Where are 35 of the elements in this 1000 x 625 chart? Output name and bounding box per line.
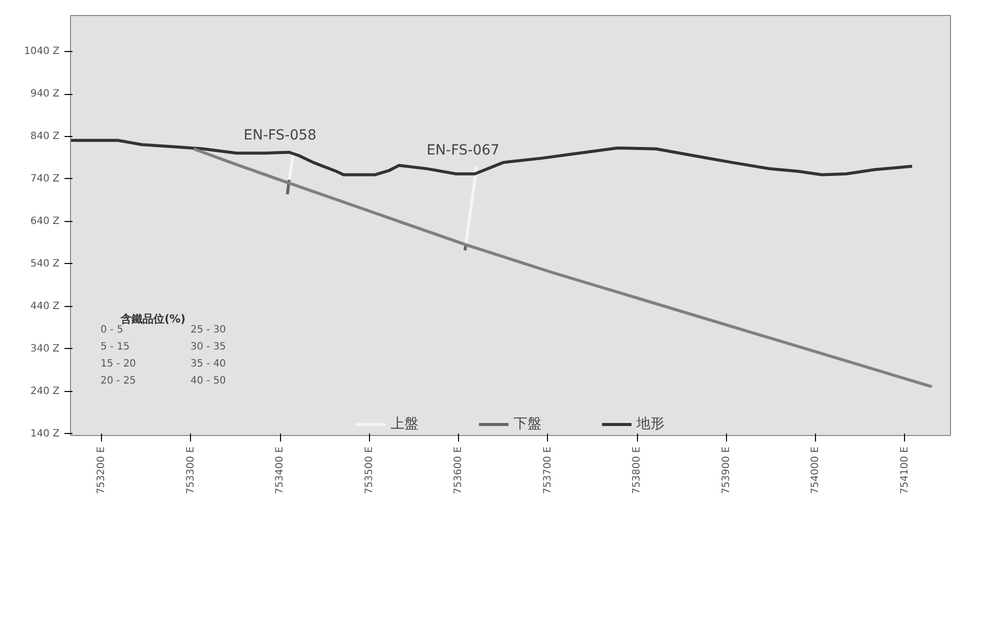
annotation: 40 - 50 (190, 376, 226, 386)
x-tick-label: 753200 E (96, 446, 108, 494)
x-tick-label: 753500 E (364, 446, 375, 494)
annotation: 15 - 20 (100, 358, 136, 370)
x-tick-label: 753400 E (274, 446, 286, 494)
x-tick-label: 753600 E (453, 446, 464, 494)
annotation: 20 - 25 (100, 376, 136, 386)
annotation: EN-FS-067 (426, 142, 500, 158)
x-tick-label: 753900 E (720, 446, 732, 494)
y-tick-label: 940 Z (30, 88, 60, 100)
y-tick-label: 340 Z (30, 343, 60, 354)
x-tick-label: 754100 E (899, 446, 910, 494)
x-tick-label: 754000 E (810, 446, 822, 494)
x-tick-label: 753300 E (185, 446, 196, 494)
y-tick-label: 1040 Z (24, 46, 60, 58)
legend-label: 下盤 (514, 415, 542, 433)
x-tick-label: 753800 E (632, 446, 643, 494)
annotation: 5 - 15 (100, 342, 130, 352)
annotation: 25 - 30 (190, 324, 226, 336)
annotation: 35 - 40 (190, 358, 226, 370)
annotation: 0 - 5 (100, 324, 124, 336)
line-series (70, 138, 914, 176)
annotation: 含鐵品位(%) (120, 312, 186, 326)
y-tick-label: 240 Z (30, 386, 60, 397)
y-tick-label: 640 Z (30, 216, 60, 227)
annotation: 30 - 35 (190, 342, 226, 352)
y-tick-label: 140 Z (30, 428, 60, 440)
legend-label: 上盤 (390, 415, 418, 433)
y-tick-label: 440 Z (30, 300, 60, 312)
legend-label: 地形 (636, 415, 664, 433)
annotation: EN-FS-058 (244, 127, 316, 144)
y-tick-label: 540 Z (30, 258, 60, 270)
y-tick-label: 840 Z (30, 131, 60, 142)
x-tick-label: 753700 E (542, 446, 554, 494)
y-tick-label: 740 Z (30, 174, 60, 184)
